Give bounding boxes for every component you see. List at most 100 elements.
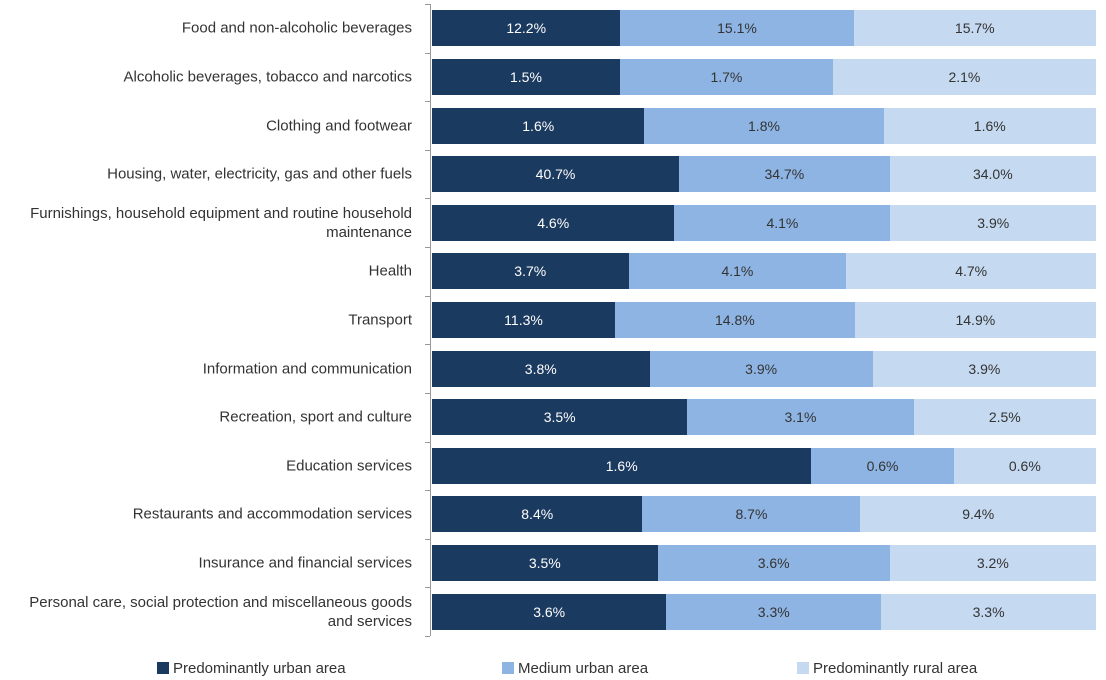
value-label: 3.5% xyxy=(528,555,561,572)
value-label: 12.2% xyxy=(506,20,547,37)
bar-segment: 2.1% xyxy=(832,58,1096,95)
legend-item: Predominantly urban area xyxy=(157,658,346,678)
value-label: 34.0% xyxy=(972,166,1013,183)
axis-tick xyxy=(425,344,430,346)
category-label: Insurance and financial services xyxy=(198,554,412,572)
axis-tick xyxy=(425,490,430,492)
axis-tick xyxy=(425,392,430,394)
value-label: 8.4% xyxy=(521,506,554,523)
bar-segment: 1.8% xyxy=(644,107,884,144)
value-label: 14.9% xyxy=(955,312,996,328)
value-label: 3.5% xyxy=(543,409,576,426)
value-label: 4.1% xyxy=(766,214,799,231)
value-label: 0.6% xyxy=(1008,457,1041,474)
value-label: 3.7% xyxy=(514,263,547,280)
axis-tick xyxy=(425,587,430,589)
category-label: Recreation, sport and culture xyxy=(219,408,412,426)
category-label: Information and communication xyxy=(202,360,412,378)
bar-segment: 2.5% xyxy=(913,399,1096,436)
legend-label: Predominantly urban area xyxy=(173,659,346,677)
bar-segment: 3.6% xyxy=(657,545,890,582)
bar-segment: 34.0% xyxy=(889,156,1096,193)
bar-segment: 1.6% xyxy=(432,447,812,484)
value-label: 1.6% xyxy=(522,117,555,134)
axis-tick xyxy=(425,52,430,54)
bar-segment: 3.9% xyxy=(872,350,1096,387)
bar-segment: 3.5% xyxy=(432,399,688,436)
bar-segment: 1.7% xyxy=(619,58,833,95)
bar-segment: 0.6% xyxy=(811,447,954,484)
value-label: 2.1% xyxy=(948,68,981,85)
value-label: 4.6% xyxy=(537,214,570,231)
category-label: Personal care, social protection and mis… xyxy=(29,593,412,630)
value-label: 3.1% xyxy=(784,409,817,426)
value-label: 1.7% xyxy=(710,68,743,85)
bar-segment: 3.3% xyxy=(666,593,882,630)
value-label: 34.7% xyxy=(764,166,805,183)
category-label: Food and non-alcoholic beverages xyxy=(181,19,412,37)
category-label: Housing, water, electricity, gas and oth… xyxy=(107,165,412,183)
bar-segment: 1.6% xyxy=(883,107,1096,144)
value-label: 3.6% xyxy=(757,555,790,572)
axis-tick xyxy=(425,198,430,200)
legend-swatch xyxy=(797,662,809,674)
bar-segment: 34.7% xyxy=(679,156,890,193)
value-label: 1.5% xyxy=(510,68,542,85)
value-label: 0.6% xyxy=(866,457,899,474)
legend-item: Predominantly rural area xyxy=(797,658,977,678)
bar-segment: 4.1% xyxy=(674,204,891,241)
axis-tick xyxy=(425,101,430,103)
axis-tick xyxy=(425,247,430,249)
value-label: 2.5% xyxy=(988,409,1021,426)
bar-segment: 11.3% xyxy=(432,302,615,338)
value-label: 4.7% xyxy=(955,263,988,280)
bar-segment: 12.2% xyxy=(432,10,621,47)
value-label: 1.6% xyxy=(605,457,638,474)
category-label: Transport xyxy=(348,311,412,329)
bar-segment: 14.8% xyxy=(615,302,855,338)
bar-segment: 3.8% xyxy=(432,350,650,387)
bar-segment: 1.5% xyxy=(432,58,620,95)
bar-segment: 4.6% xyxy=(432,204,675,241)
value-label: 3.6% xyxy=(533,603,566,620)
value-label: 3.9% xyxy=(977,214,1010,231)
bar-segment: 9.4% xyxy=(860,496,1096,533)
legend-item: Medium urban area xyxy=(502,658,648,678)
bar-segment: 15.1% xyxy=(620,10,854,47)
legend-swatch xyxy=(157,662,169,674)
value-label: 3.9% xyxy=(968,360,1001,377)
category-label: Education services xyxy=(286,457,412,475)
value-label: 14.8% xyxy=(714,312,755,328)
value-label: 1.8% xyxy=(748,117,780,134)
category-label: Health xyxy=(368,262,412,280)
axis-line xyxy=(430,4,431,636)
value-label: 1.6% xyxy=(973,117,1006,134)
value-label: 11.3% xyxy=(504,312,543,328)
bar-segment: 4.7% xyxy=(846,253,1096,290)
bar-segment: 3.1% xyxy=(687,399,914,436)
bar-segment: 3.7% xyxy=(432,253,629,290)
axis-tick xyxy=(425,538,430,540)
legend-label: Medium urban area xyxy=(518,659,649,677)
bar-segment: 3.9% xyxy=(890,204,1096,241)
value-label: 15.1% xyxy=(717,20,757,37)
bar-segment: 3.5% xyxy=(432,545,658,582)
bar-segment: 8.4% xyxy=(432,496,643,533)
bar-segment: 15.7% xyxy=(853,10,1096,47)
bar-segment: 40.7% xyxy=(432,156,680,193)
bar-segment: 0.6% xyxy=(953,447,1096,484)
bar-segment: 3.9% xyxy=(649,350,873,387)
category-label: Clothing and footwear xyxy=(266,117,412,135)
bar-segment: 3.2% xyxy=(889,545,1096,582)
category-label: Alcoholic beverages, tobacco and narcoti… xyxy=(123,68,412,86)
value-label: 9.4% xyxy=(962,506,995,523)
bar-segment: 3.6% xyxy=(432,593,667,630)
value-label: 15.7% xyxy=(954,20,995,37)
axis-tick xyxy=(425,149,430,151)
value-label: 3.3% xyxy=(757,603,790,620)
value-label: 3.8% xyxy=(524,360,557,377)
legend-label: Predominantly rural area xyxy=(813,659,978,677)
value-label: 3.3% xyxy=(972,603,1005,620)
value-label: 3.9% xyxy=(745,360,778,377)
